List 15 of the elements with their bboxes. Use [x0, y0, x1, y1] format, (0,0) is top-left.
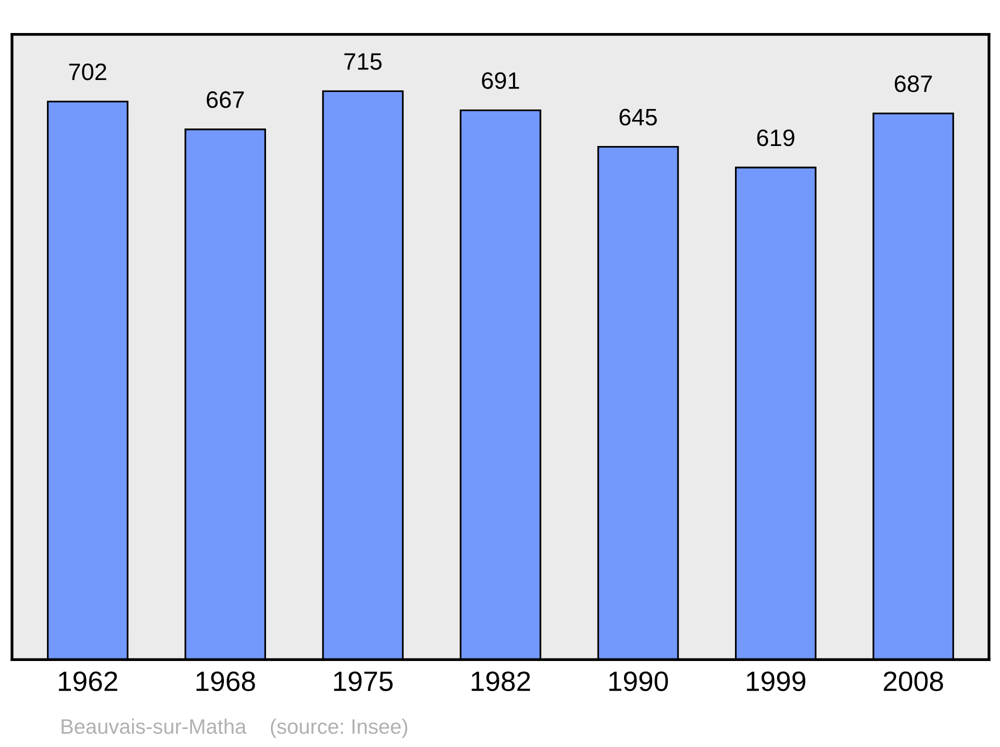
x-tick-label: 2008 [884, 671, 944, 692]
x-tick-label: 1990 [609, 671, 668, 692]
data-label: 691 [482, 72, 520, 89]
x-tick-label: 1999 [746, 671, 806, 692]
data-label: 645 [620, 108, 657, 126]
x-tick-label: 1982 [472, 671, 530, 692]
text: Beauvais-sur-Matha (source: Insee) [62, 718, 408, 738]
data-label: 715 [344, 53, 382, 70]
data-label: 702 [69, 63, 106, 80]
x-tick-label: 1968 [196, 671, 255, 692]
data-label: 667 [206, 91, 244, 108]
data-label: 619 [757, 129, 794, 146]
data-label: 687 [894, 75, 932, 92]
x-tick-label: 1975 [334, 671, 393, 692]
x-tick-label: 1962 [58, 671, 118, 692]
